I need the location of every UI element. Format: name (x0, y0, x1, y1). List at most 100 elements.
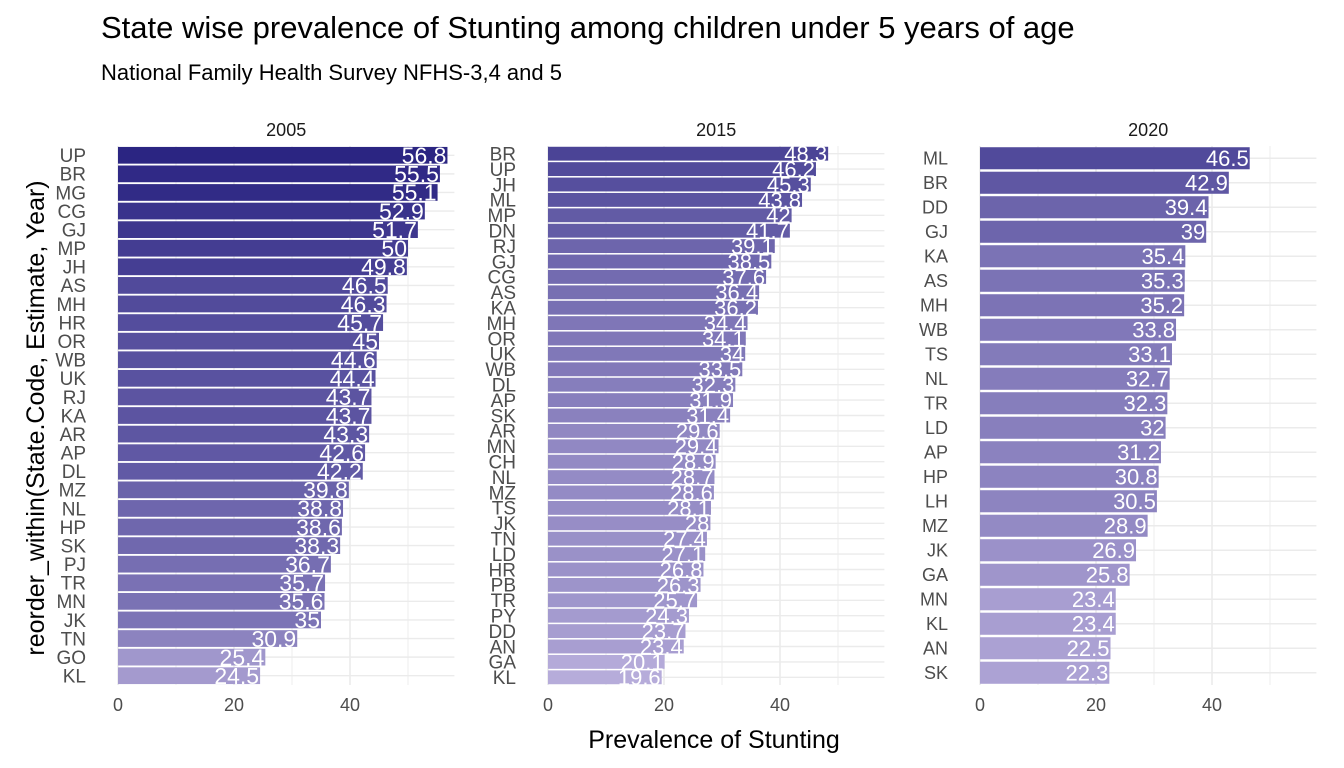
value-label: 44.4 (330, 366, 375, 392)
x-tick-label: 0 (543, 695, 553, 715)
value-label: 43.7 (326, 384, 371, 410)
category-label: AN (923, 639, 948, 659)
value-label: 30.5 (1113, 489, 1156, 514)
bar (548, 208, 792, 223)
bar (118, 611, 321, 629)
category-label: MZ (59, 481, 87, 502)
value-label: 22.5 (1067, 636, 1110, 661)
category-label: MZ (922, 516, 948, 536)
category-label: MN (56, 592, 86, 613)
category-label: DD (489, 622, 516, 643)
category-label: JH (493, 175, 516, 196)
category-label: MN (486, 437, 516, 458)
value-label: 42.6 (319, 440, 364, 466)
bar (548, 516, 711, 531)
category-label: HR (59, 313, 86, 334)
category-label: BR (490, 145, 516, 166)
value-label: 39.8 (303, 477, 348, 503)
bar (548, 500, 711, 515)
bar (118, 239, 408, 257)
category-label: UP (60, 146, 86, 167)
category-label: NL (62, 499, 86, 520)
bar (118, 407, 372, 424)
value-label: 26.9 (1092, 538, 1135, 563)
bar (548, 624, 686, 639)
category-label: TN (61, 629, 86, 650)
bar (548, 377, 736, 392)
category-label: PB (491, 576, 516, 597)
category-label: NL (925, 369, 948, 389)
value-label: 30.9 (251, 626, 296, 652)
category-label: AP (924, 443, 948, 463)
category-label: KA (924, 247, 948, 267)
bar (980, 196, 1209, 219)
bar (548, 346, 746, 361)
category-label: GA (922, 565, 948, 585)
value-label: 52.9 (379, 198, 424, 224)
value-label: 42.2 (317, 459, 362, 485)
category-label: SK (491, 406, 517, 427)
category-label: DL (62, 462, 86, 483)
value-label: 55.1 (392, 180, 437, 206)
category-label: WB (919, 320, 948, 340)
bar (548, 608, 689, 623)
bar (548, 254, 772, 269)
bar (548, 454, 716, 469)
bar (980, 171, 1229, 194)
bar (118, 481, 349, 499)
bar (980, 465, 1159, 488)
bar (548, 562, 704, 577)
category-label: GO (56, 648, 86, 669)
value-label: 50 (381, 236, 407, 262)
value-label: 19.6 (618, 665, 661, 690)
category-label: MP (58, 239, 87, 260)
value-label: 23.4 (1072, 587, 1115, 612)
bar (548, 239, 775, 254)
category-label: JK (64, 611, 87, 632)
category-label: RJ (493, 237, 516, 258)
category-label: ML (490, 191, 516, 212)
bar (548, 531, 707, 546)
value-label: 45 (352, 328, 378, 354)
bar (980, 392, 1168, 415)
bar (118, 462, 363, 480)
bar (548, 485, 714, 500)
bar (548, 670, 662, 685)
value-label: 33.1 (1128, 342, 1171, 367)
category-label: UK (490, 345, 517, 366)
category-label: RJ (63, 388, 86, 409)
category-label: AP (491, 391, 516, 412)
value-label: 45.7 (337, 310, 382, 336)
category-label: AR (490, 422, 516, 443)
value-label: 35.7 (279, 570, 324, 596)
value-label: 56.8 (402, 143, 447, 169)
category-label: LD (492, 545, 516, 566)
category-label: SK (924, 663, 948, 683)
category-label: OR (488, 329, 517, 350)
value-label: 32.3 (1124, 391, 1167, 416)
x-tick-label: 20 (654, 695, 674, 715)
category-label: CG (488, 268, 517, 289)
value-label: 33.8 (1132, 318, 1175, 343)
bar (548, 300, 758, 315)
category-label: NL (492, 468, 516, 489)
bar (980, 416, 1166, 439)
category-label: CH (489, 453, 516, 474)
chart-subtitle: National Family Health Survey NFHS-3,4 a… (101, 60, 562, 85)
x-tick-label: 20 (1086, 695, 1106, 715)
value-label: 39 (1181, 220, 1205, 245)
bar (548, 393, 734, 408)
category-label: HP (60, 518, 86, 539)
bar (980, 637, 1111, 660)
category-label: AP (61, 444, 86, 465)
bar (118, 369, 376, 387)
category-label: PY (491, 607, 517, 628)
bar (118, 574, 326, 592)
x-tick-label: 40 (1202, 695, 1222, 715)
value-label: 31.2 (1117, 440, 1160, 465)
bar (548, 577, 701, 592)
bar (548, 331, 746, 346)
value-label: 23.4 (1072, 612, 1115, 637)
value-label: 46.5 (1206, 146, 1249, 171)
value-label: 39.4 (1165, 195, 1208, 220)
